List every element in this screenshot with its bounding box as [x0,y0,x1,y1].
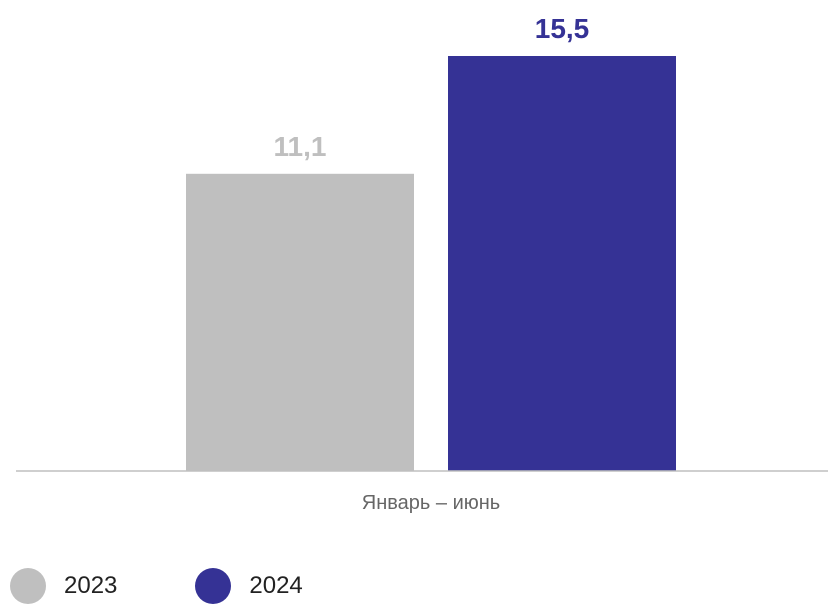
legend-swatch-2023 [10,568,46,604]
value-labels-group: 11,1 15,5 [274,13,590,162]
bars-group [186,56,676,471]
legend-item-2023: 2023 [10,568,117,604]
legend-label-2023: 2023 [64,572,118,599]
legend-label-2024: 2024 [249,572,303,599]
legend-swatch-2024 [195,568,232,604]
value-label-2023: 11,1 [274,131,327,162]
value-label-2024: 15,5 [535,13,590,44]
category-label: Январь – июнь [362,492,500,514]
bar-2023 [186,173,414,471]
legend: 2023 2024 [10,568,381,604]
bar-2024 [448,56,676,471]
legend-item-2024: 2024 [195,568,303,604]
